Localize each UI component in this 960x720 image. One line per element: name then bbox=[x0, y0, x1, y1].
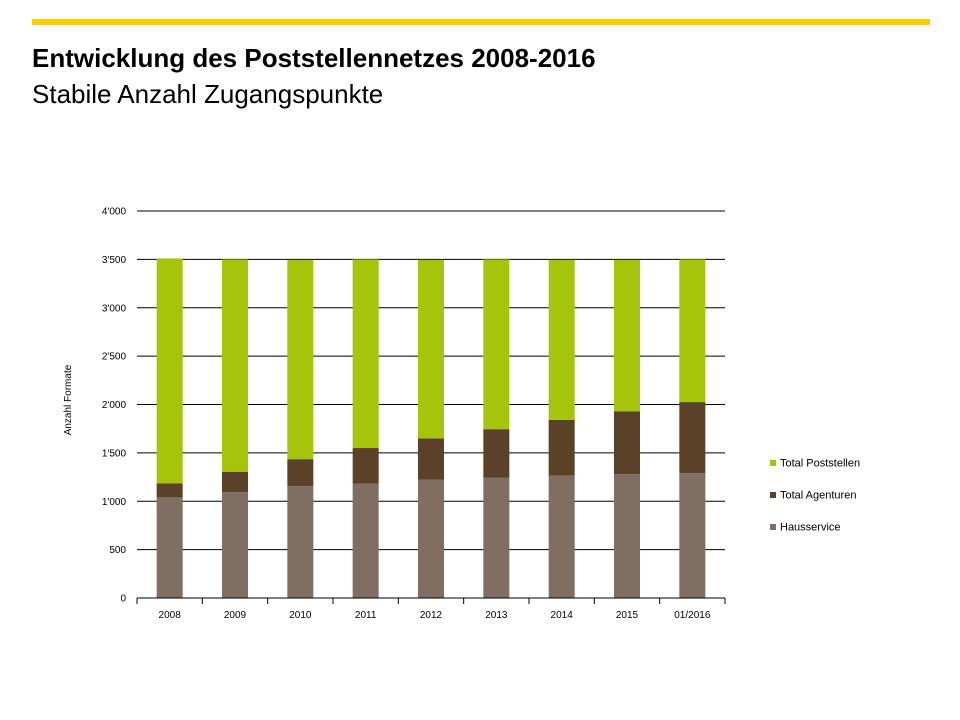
legend-swatch bbox=[770, 524, 776, 530]
y-tick-label: 1'000 bbox=[102, 497, 127, 508]
page-title: Entwicklung des Poststellennetzes 2008-2… bbox=[32, 43, 596, 73]
x-tick-label: 2013 bbox=[485, 610, 508, 621]
y-tick-label: 500 bbox=[109, 545, 126, 556]
bar-segment-total-poststellen bbox=[352, 259, 379, 449]
x-axis-ticks: 2008 2009 2010 2011 2012 2013 2014 2015 01/2016 bbox=[159, 610, 711, 621]
accent-bar bbox=[32, 19, 930, 25]
x-tick-label: 2011 bbox=[355, 610, 377, 621]
chart-bars bbox=[156, 258, 706, 598]
bar-segment-total-agenturen bbox=[222, 471, 248, 493]
bar-segment-total-poststellen bbox=[548, 259, 575, 420]
bar-segment-hausservice bbox=[352, 483, 379, 598]
bar-segment-hausservice bbox=[679, 473, 706, 598]
bar-segment-total-agenturen bbox=[156, 483, 183, 498]
x-tick-label: 2015 bbox=[616, 610, 639, 621]
bar-segment-total-agenturen bbox=[483, 429, 510, 478]
bar-segment-total-poststellen bbox=[614, 259, 640, 412]
legend-label: Total Agenturen bbox=[780, 490, 856, 502]
legend-label: Hausservice bbox=[780, 522, 841, 534]
bar-segment-total-poststellen bbox=[287, 259, 314, 460]
x-tick-label: 2008 bbox=[159, 610, 182, 621]
bar-segment-total-poststellen bbox=[222, 259, 248, 472]
legend-label: Total Poststellen bbox=[780, 458, 860, 470]
x-tick-label: 2009 bbox=[224, 610, 247, 621]
chart-legend: Total Poststellen Total Agenturen Hausserv… bbox=[770, 458, 860, 534]
legend-swatch bbox=[770, 492, 776, 498]
bar-segment-hausservice bbox=[222, 492, 248, 598]
bar-segment-total-agenturen bbox=[548, 419, 575, 476]
chart-axes bbox=[136, 597, 726, 604]
y-axis-ticks: 0 500 1'000 1'500 2'000 2'500 3'000 3'500 4'000 bbox=[102, 207, 127, 605]
y-tick-label: 3'500 bbox=[102, 255, 127, 266]
y-tick-label: 1'500 bbox=[102, 448, 127, 459]
bar-segment-hausservice bbox=[156, 497, 183, 598]
x-tick-label: 2010 bbox=[289, 610, 312, 621]
x-tick-label: 01/2016 bbox=[674, 610, 711, 621]
bar-segment-hausservice bbox=[614, 474, 640, 598]
y-axis-label: Anzahl Formate bbox=[63, 364, 74, 435]
bar-segment-total-agenturen bbox=[352, 448, 379, 484]
bar-segment-hausservice bbox=[548, 475, 575, 598]
bar-segment-total-agenturen bbox=[287, 459, 314, 487]
x-tick-label: 2012 bbox=[420, 610, 443, 621]
bar-segment-total-poststellen bbox=[679, 259, 706, 403]
bar-segment-total-agenturen bbox=[418, 438, 444, 480]
bar-segment-total-poststellen bbox=[418, 259, 444, 439]
bar-segment-total-poststellen bbox=[156, 258, 183, 484]
y-tick-label: 2'000 bbox=[102, 400, 127, 411]
bar-segment-hausservice bbox=[287, 486, 314, 598]
bar-segment-hausservice bbox=[418, 479, 444, 598]
legend-swatch bbox=[770, 460, 776, 466]
y-tick-label: 3'000 bbox=[102, 303, 127, 314]
bar-segment-total-poststellen bbox=[483, 259, 510, 430]
y-tick-label: 0 bbox=[120, 594, 126, 605]
bar-segment-total-agenturen bbox=[679, 402, 706, 474]
page-subtitle: Stabile Anzahl Zugangspunkte bbox=[32, 79, 384, 109]
bar-segment-hausservice bbox=[483, 477, 510, 598]
x-tick-label: 2014 bbox=[551, 610, 574, 621]
bar-segment-total-agenturen bbox=[614, 411, 640, 475]
y-tick-label: 2'500 bbox=[102, 352, 127, 363]
y-tick-label: 4'000 bbox=[102, 207, 127, 218]
